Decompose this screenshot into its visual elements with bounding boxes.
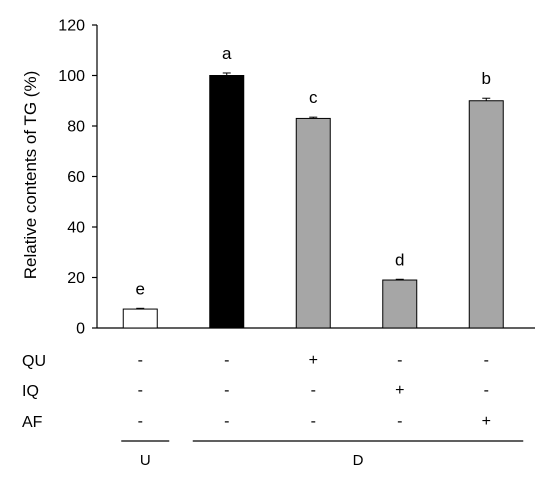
significance-letter: d	[395, 250, 404, 269]
y-tick-label: 60	[67, 169, 85, 186]
treatment-sign: +	[309, 352, 318, 369]
bar	[382, 279, 418, 329]
treatment-sign: -	[138, 413, 143, 430]
treatment-sign: -	[311, 413, 316, 430]
treatment-row-label: QU	[22, 353, 46, 370]
treatment-sign: -	[224, 413, 229, 430]
y-tick-label: 120	[58, 18, 85, 35]
treatment-sign: -	[224, 352, 229, 369]
treatment-sign: -	[311, 382, 316, 399]
y-tick-label: 80	[67, 119, 85, 136]
treatment-sign: -	[138, 382, 143, 399]
treatment-sign: +	[395, 382, 404, 399]
treatment-sign: -	[484, 382, 489, 399]
axes: 0 20 40 60 80 100 120	[58, 18, 535, 338]
treatment-table: QU - - + - - IQ - - - + - AF - - - - +	[22, 352, 491, 431]
bar	[468, 100, 504, 329]
significance-letter: c	[309, 88, 318, 107]
bar	[122, 308, 158, 329]
significance-letter: e	[136, 279, 145, 298]
treatment-sign: +	[482, 413, 491, 430]
significance-letter: b	[482, 69, 491, 88]
group-label: D	[353, 452, 364, 469]
treatment-sign: -	[397, 413, 402, 430]
y-axis-title: Relative contents of TG (%)	[21, 71, 40, 280]
treatment-sign: -	[484, 352, 489, 369]
y-tick-label: 100	[58, 68, 85, 85]
group-label: U	[140, 452, 151, 469]
treatment-row-label: AF	[22, 414, 43, 431]
significance-letter: a	[222, 44, 232, 63]
bars: e a c d b	[122, 44, 504, 329]
bar	[295, 117, 331, 329]
y-tick-label: 40	[67, 220, 85, 237]
y-tick-label: 0	[76, 321, 85, 338]
treatment-row-label: IQ	[22, 383, 39, 400]
treatment-sign: -	[397, 352, 402, 369]
treatment-sign: -	[224, 382, 229, 399]
bar	[209, 75, 245, 329]
y-tick-label: 20	[67, 270, 85, 287]
treatment-sign: -	[138, 352, 143, 369]
